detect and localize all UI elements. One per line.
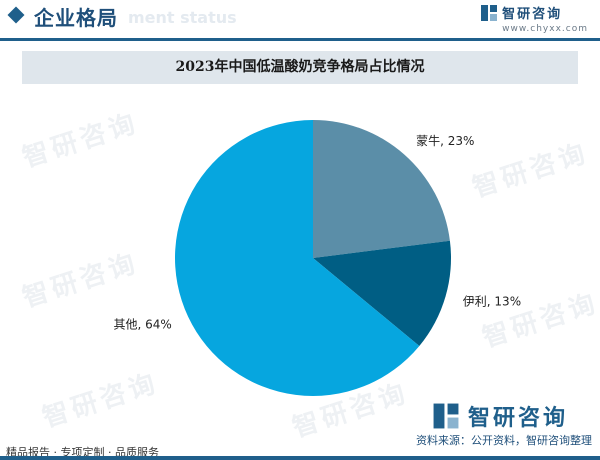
footer-brand-name: 智研咨询 xyxy=(468,406,569,431)
pie-slice-0 xyxy=(313,120,450,258)
pie-slice-1 xyxy=(313,240,452,346)
brand-logo: 智研咨询 www.chyxx.com xyxy=(480,3,588,34)
brand-url: www.chyxx.com xyxy=(502,24,588,34)
footer-bar xyxy=(0,456,600,460)
brand-name: 智研咨询 xyxy=(502,7,563,22)
chart-title: 2023年中国低温酸奶竞争格局占比情况 xyxy=(22,51,578,84)
pie-slice-label-0: 蒙牛, 23% xyxy=(416,133,474,148)
footer-brand-logo: 智研咨询 xyxy=(432,400,568,432)
pie-slice-label-2: 其他, 64% xyxy=(114,317,172,331)
brand-logo-icon xyxy=(481,5,498,21)
section-subtitle: ment status xyxy=(128,8,237,27)
footer-brand-logo-icon xyxy=(433,403,459,429)
pie-slice-2 xyxy=(175,120,420,396)
header-rule xyxy=(0,38,600,41)
footer-tagline: 精品报告 · 专项定制 · 品质服务 xyxy=(6,446,159,459)
section-title: 企业格局 xyxy=(34,6,118,30)
pie-slice-label-1: 伊利, 13% xyxy=(463,295,521,309)
footer-source: 资料来源：公开资料，智研咨询整理 xyxy=(416,434,592,447)
header: 企业格局 ment status 智研咨询 www.chyxx.com xyxy=(0,0,600,41)
